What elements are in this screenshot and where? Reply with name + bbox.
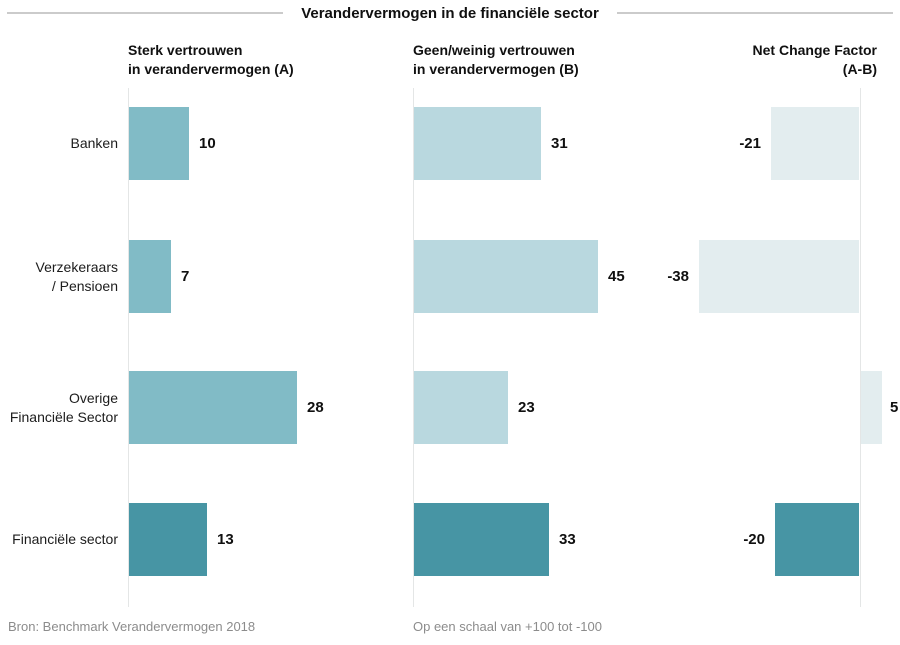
value-label-b-row2: 45 — [608, 268, 625, 285]
value-label-b-row4: 33 — [559, 531, 576, 548]
panel-header-line: Geen/weinig vertrouwen — [413, 42, 575, 58]
panel-header-b: Geen/weinig vertrouwen in verandervermoge… — [413, 41, 579, 79]
row-label-line: Overige — [68, 389, 118, 406]
panel-header-line: in verandervermogen (B) — [413, 61, 579, 77]
axis-line-a — [128, 88, 129, 607]
bar-c-row2 — [699, 240, 859, 313]
row-label: Financiële sector — [0, 503, 118, 576]
row-label-line: Financiële sector — [12, 531, 118, 547]
bar-a-row1 — [129, 107, 189, 180]
value-label-b-row3: 23 — [518, 399, 535, 416]
bar-b-row1 — [414, 107, 541, 180]
value-label-a-row4: 13 — [217, 531, 234, 548]
axis-line-c — [860, 88, 861, 607]
value-label-a-row2: 7 — [181, 268, 190, 285]
bar-b-row2 — [414, 240, 598, 313]
value-label-c-row2: -38 — [667, 268, 689, 285]
panel-header-line: Sterk vertrouwen — [128, 42, 243, 58]
bar-b-row4 — [414, 503, 549, 576]
panel-header-a: Sterk vertrouwen in verandervermogen (A) — [128, 41, 294, 79]
bar-c-row3 — [861, 371, 882, 444]
source-note: Bron: Benchmark Verandervermogen 2018 — [8, 619, 256, 634]
bar-c-row4 — [775, 503, 859, 576]
row-label: Verzekeraars / Pensioen — [0, 240, 118, 313]
row-label-line: Verzekeraars — [35, 258, 118, 275]
scale-note: Op een schaal van +100 tot -100 — [413, 619, 602, 634]
value-label-b-row1: 31 — [551, 135, 568, 152]
value-label-a-row1: 10 — [199, 135, 216, 152]
bar-a-row3 — [129, 371, 297, 444]
row-label: Overige Financiële Sector — [0, 371, 118, 444]
row-label-line: / Pensioen — [51, 277, 118, 294]
title-rule-left — [7, 12, 284, 14]
panel-header-line: (A-B) — [842, 61, 877, 77]
bar-a-row4 — [129, 503, 207, 576]
chart-title: Verandervermogen in de financiële sector — [301, 4, 599, 22]
row-label: Banken — [0, 107, 118, 180]
bar-a-row2 — [129, 240, 171, 313]
bar-c-row1 — [771, 107, 859, 180]
value-label-c-row3: 5 — [890, 399, 899, 416]
row-label-line: Banken — [70, 135, 118, 151]
panel-header-c: Net Change Factor (A-B) — [753, 41, 877, 79]
title-row: Verandervermogen in de financiële sector — [0, 0, 900, 26]
bar-b-row3 — [414, 371, 508, 444]
panel-header-line: in verandervermogen (A) — [128, 61, 294, 77]
axis-line-b — [413, 88, 414, 607]
value-label-a-row3: 28 — [307, 399, 324, 416]
panel-header-line: Net Change Factor — [752, 42, 877, 58]
row-label-line: Financiële Sector — [9, 408, 118, 425]
value-label-c-row1: -21 — [739, 135, 761, 152]
title-rule-right — [616, 12, 893, 14]
value-label-c-row4: -20 — [743, 531, 765, 548]
